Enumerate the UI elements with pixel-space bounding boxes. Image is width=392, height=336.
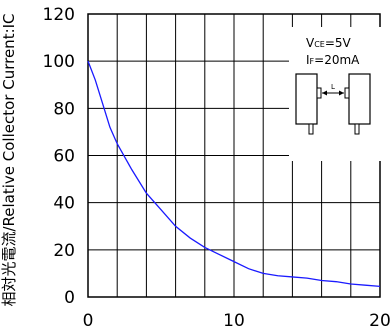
emitter-window (316, 87, 322, 99)
sensor-lead (354, 123, 360, 135)
distance-arrowhead-left (322, 90, 327, 96)
tick-labels: 0 20 40 60 80 100 120 0 10 20 (43, 5, 391, 331)
sensor-body (348, 73, 371, 125)
y-tick-label: 40 (53, 194, 75, 214)
y-axis-label: 相対光電流/Relative Collector Current:IC (0, 13, 18, 306)
measurement-inset: VCE=5V IF=20mA L (289, 27, 384, 161)
x-tick-label: 0 (83, 311, 94, 331)
y-tick-label: 20 (53, 241, 75, 261)
y-tick-label: 120 (43, 5, 75, 25)
emitter-body (295, 73, 318, 125)
condition-if-label: IF=20mA (306, 53, 360, 67)
x-tick-label: 10 (223, 311, 245, 331)
series-line-0 (87, 60, 381, 288)
y-tick-label: 0 (64, 288, 75, 308)
condition-vce-label: VCE=5V (306, 36, 352, 50)
y-tick-label: 100 (43, 52, 75, 72)
emitter-lead (308, 123, 314, 135)
distance-arrowhead-right (339, 90, 344, 96)
y-tick-label: 80 (53, 99, 75, 119)
sensor-window (344, 87, 350, 99)
distance-label: L (331, 83, 335, 91)
x-tick-label: 20 (369, 311, 391, 331)
y-tick-label: 60 (53, 147, 75, 167)
series (87, 60, 381, 288)
